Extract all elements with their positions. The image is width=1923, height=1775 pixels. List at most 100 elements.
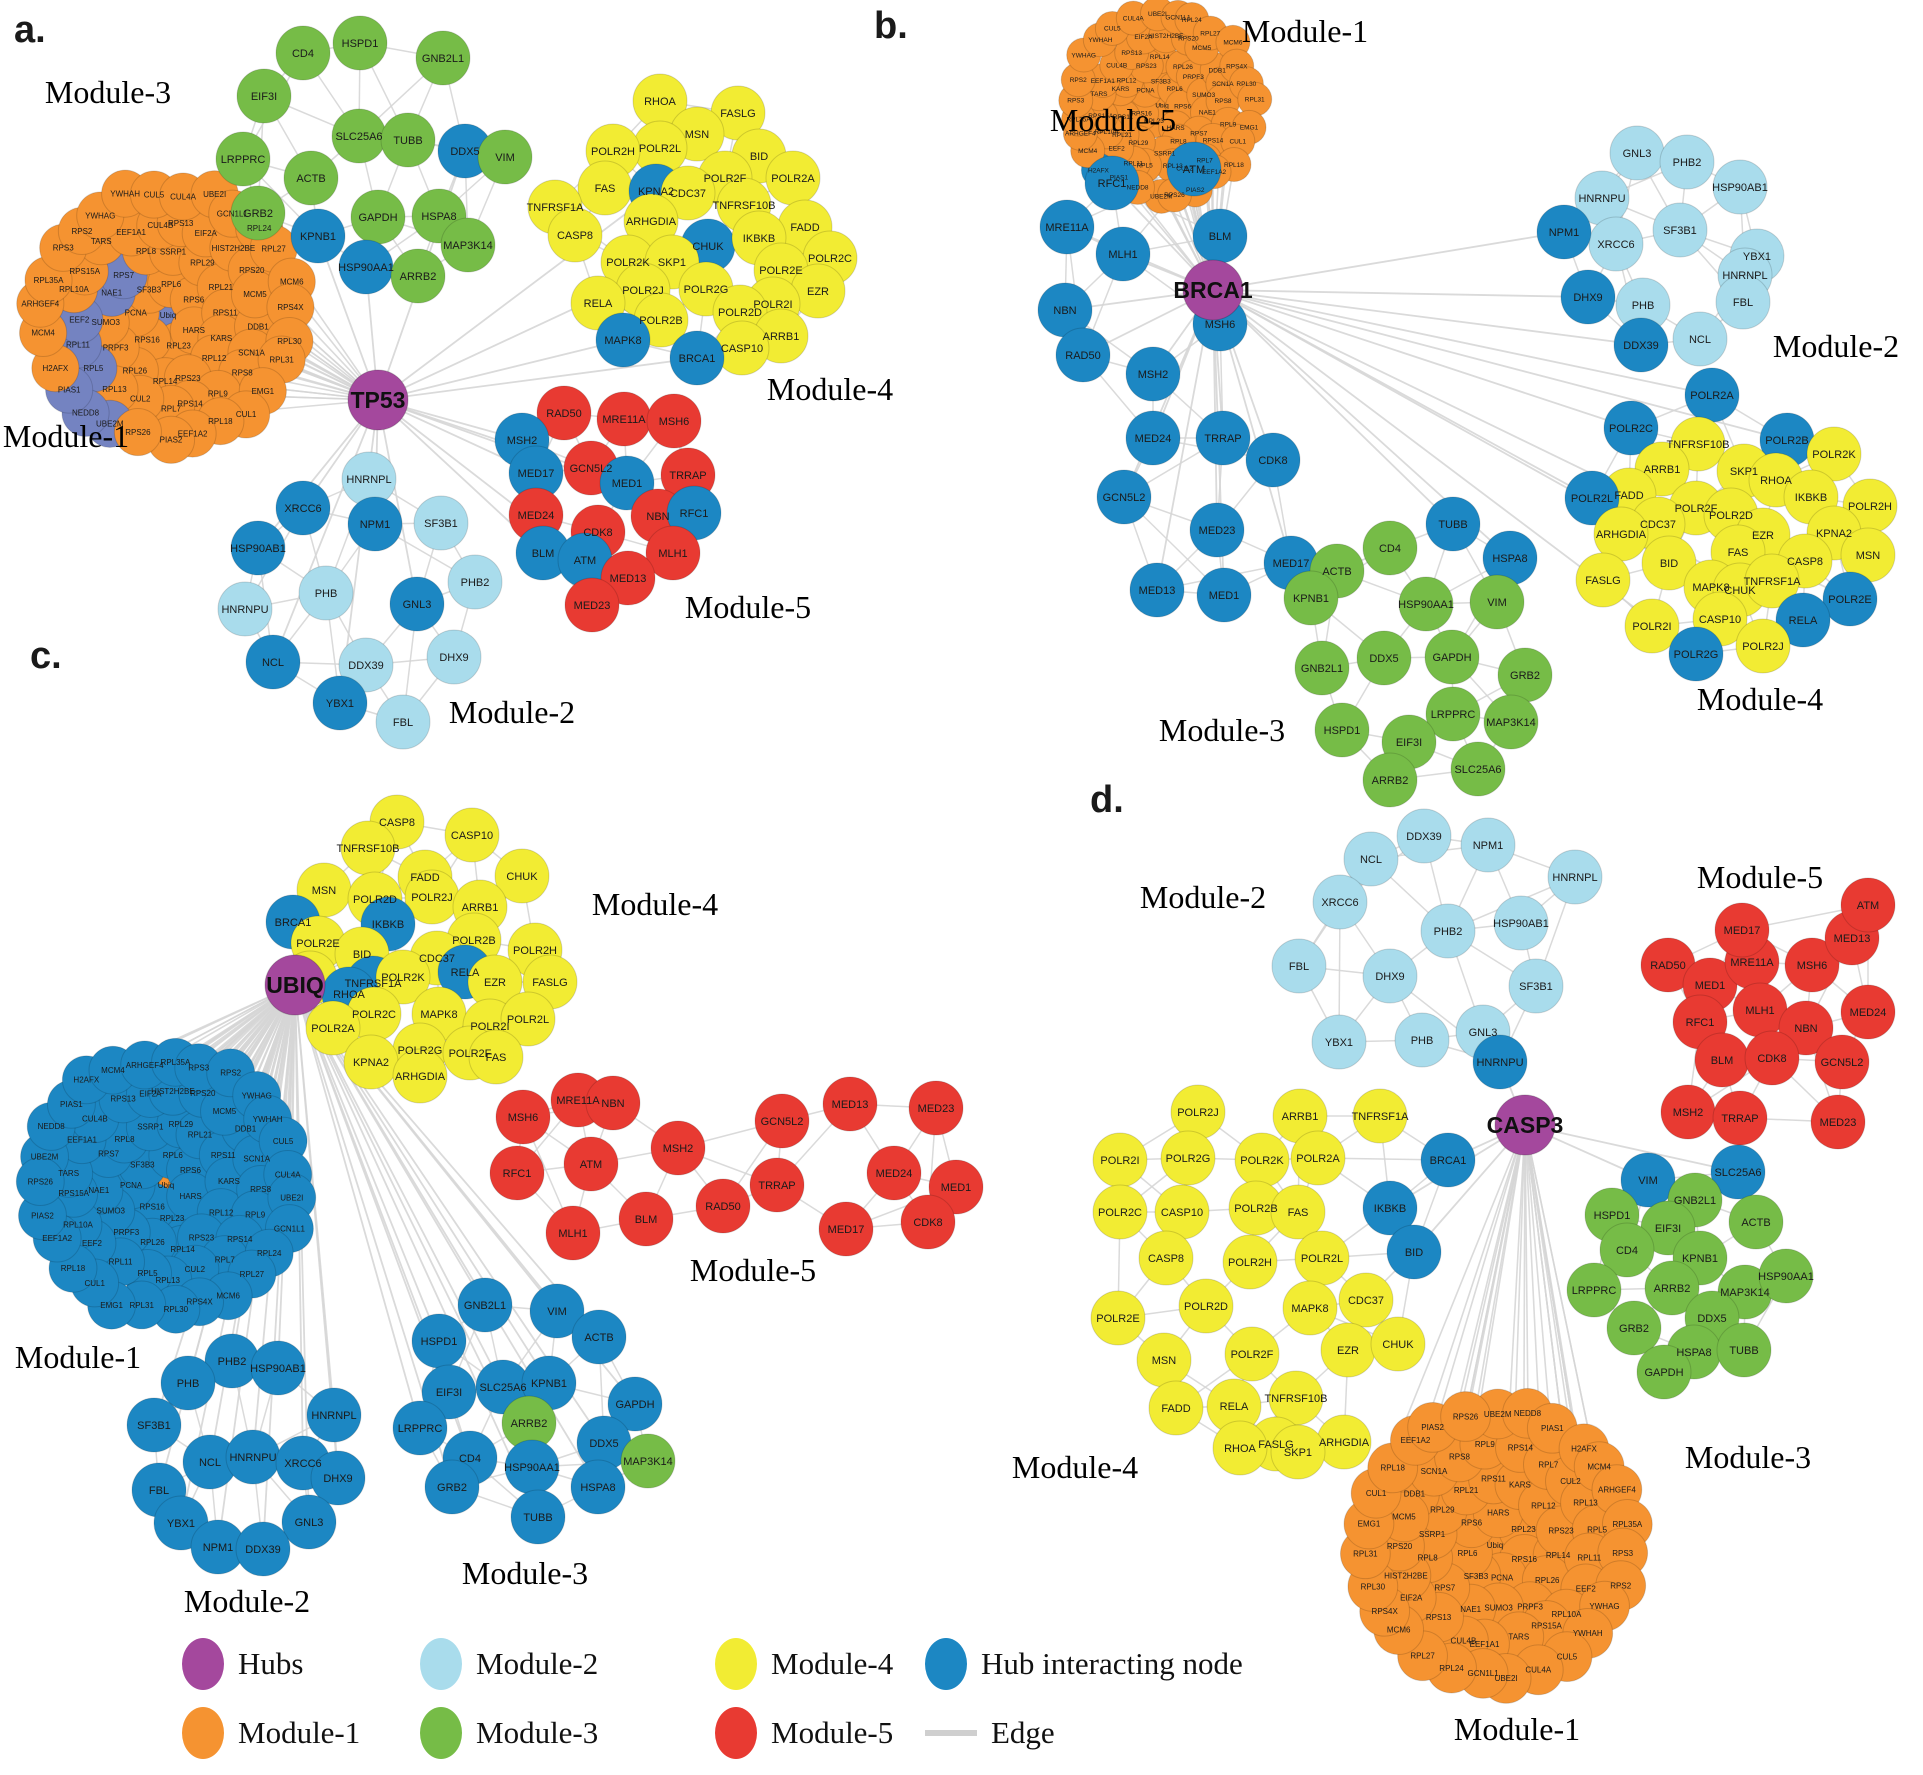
node-polr2e[interactable] bbox=[1822, 571, 1878, 627]
node-kpnb1[interactable] bbox=[290, 208, 346, 264]
node-phb[interactable] bbox=[1394, 1012, 1450, 1068]
node-hsp90ab1[interactable] bbox=[230, 520, 286, 576]
node-vim[interactable] bbox=[477, 129, 533, 185]
node-hsp90aa1[interactable] bbox=[1758, 1248, 1814, 1304]
node-dhx9[interactable] bbox=[1560, 269, 1616, 325]
node-kpnb1[interactable] bbox=[1283, 570, 1339, 626]
node-phb2[interactable] bbox=[1420, 903, 1476, 959]
node-med13[interactable] bbox=[822, 1076, 878, 1132]
node-msh6[interactable] bbox=[646, 393, 702, 449]
node-med17[interactable] bbox=[818, 1201, 874, 1257]
node-atm[interactable] bbox=[1166, 141, 1222, 197]
node-polr2a[interactable] bbox=[1290, 1130, 1346, 1186]
node-grb2[interactable] bbox=[424, 1459, 480, 1515]
node-tubb[interactable] bbox=[1716, 1322, 1772, 1378]
node-hnrnpl[interactable] bbox=[306, 1387, 362, 1443]
node-arrb2[interactable] bbox=[1362, 752, 1418, 808]
node-trrap[interactable] bbox=[1712, 1090, 1768, 1146]
node-hsp90ab1[interactable] bbox=[1493, 895, 1549, 951]
node-hnrnpu[interactable] bbox=[217, 581, 273, 637]
node-ddx39[interactable] bbox=[1613, 317, 1669, 373]
node-cdc37[interactable] bbox=[660, 165, 716, 221]
node-cdk8[interactable] bbox=[1744, 1030, 1800, 1086]
node-msh6[interactable] bbox=[495, 1089, 551, 1145]
node-fas[interactable] bbox=[468, 1029, 524, 1085]
node-slc25a6[interactable] bbox=[1450, 741, 1506, 797]
node-xrcc6[interactable] bbox=[1588, 216, 1644, 272]
node-polr2d[interactable] bbox=[1178, 1278, 1234, 1334]
node-polr2k[interactable] bbox=[375, 949, 431, 1005]
node-eif3i[interactable] bbox=[236, 68, 292, 124]
node-polr2j[interactable] bbox=[1735, 618, 1791, 674]
hub-tp53[interactable] bbox=[347, 369, 409, 431]
node-msh6[interactable] bbox=[1784, 937, 1840, 993]
node-blm[interactable] bbox=[618, 1191, 674, 1247]
node-polr2i[interactable] bbox=[1624, 598, 1680, 654]
node-cd4[interactable] bbox=[275, 25, 331, 81]
node-actb[interactable] bbox=[571, 1309, 627, 1365]
node-rps26[interactable] bbox=[113, 407, 162, 457]
node-gnl3[interactable] bbox=[389, 576, 445, 632]
node-fbl[interactable] bbox=[1715, 274, 1771, 330]
node-map3k14[interactable] bbox=[620, 1433, 676, 1489]
node-actb[interactable] bbox=[283, 150, 339, 206]
node-polr2a[interactable] bbox=[305, 1000, 361, 1056]
node-brca1[interactable] bbox=[1420, 1132, 1476, 1188]
node-hsp90ab1[interactable] bbox=[1712, 159, 1768, 215]
node-nbn[interactable] bbox=[585, 1075, 641, 1131]
node-xrcc6[interactable] bbox=[275, 480, 331, 536]
node-ikbkb[interactable] bbox=[1362, 1180, 1418, 1236]
node-ncl[interactable] bbox=[1343, 831, 1399, 887]
node-cdk8[interactable] bbox=[1245, 432, 1301, 488]
node-mlh1[interactable] bbox=[545, 1205, 601, 1261]
node-med23[interactable] bbox=[908, 1080, 964, 1136]
node-gapdh[interactable] bbox=[607, 1376, 663, 1432]
node-arrb2[interactable] bbox=[390, 248, 446, 304]
node-dhx9[interactable] bbox=[310, 1450, 366, 1506]
node-med24[interactable] bbox=[866, 1145, 922, 1201]
node-tubb[interactable] bbox=[380, 112, 436, 168]
node-med17[interactable] bbox=[1714, 902, 1770, 958]
node-polr2c[interactable] bbox=[1092, 1184, 1148, 1240]
hub-brca1[interactable] bbox=[1182, 259, 1244, 321]
node-polr2e[interactable] bbox=[1090, 1290, 1146, 1346]
node-fbl[interactable] bbox=[1271, 938, 1327, 994]
node-lrpprc[interactable] bbox=[215, 131, 271, 187]
node-chuk[interactable] bbox=[1370, 1316, 1426, 1372]
node-polr2f[interactable] bbox=[1224, 1326, 1280, 1382]
node-grb2[interactable] bbox=[230, 185, 286, 241]
node-lrpprc[interactable] bbox=[392, 1400, 448, 1456]
node-gcn5l2[interactable] bbox=[1096, 469, 1152, 525]
node-tubb[interactable] bbox=[1425, 496, 1481, 552]
node-polr2l[interactable] bbox=[1564, 470, 1620, 526]
node-gcn5l2[interactable] bbox=[754, 1093, 810, 1149]
node-ncl[interactable] bbox=[1672, 311, 1728, 367]
node-med24[interactable] bbox=[1840, 984, 1896, 1040]
node-phb[interactable] bbox=[298, 565, 354, 621]
node-dhx9[interactable] bbox=[426, 629, 482, 685]
node-mre11a[interactable] bbox=[1039, 199, 1095, 255]
node-rps26[interactable] bbox=[1440, 1391, 1491, 1442]
node-dhx9[interactable] bbox=[1362, 948, 1418, 1004]
node-ddx39[interactable] bbox=[235, 1521, 291, 1577]
node-atm[interactable] bbox=[1840, 877, 1896, 933]
node-hnrnpl[interactable] bbox=[1547, 849, 1603, 905]
node-ybx1[interactable] bbox=[1311, 1014, 1367, 1070]
node-bid[interactable] bbox=[1386, 1224, 1442, 1280]
node-eif3i[interactable] bbox=[421, 1364, 477, 1420]
node-polr2c[interactable] bbox=[1603, 400, 1659, 456]
node-tubb[interactable] bbox=[510, 1489, 566, 1545]
node-vim[interactable] bbox=[529, 1283, 585, 1339]
node-med23[interactable] bbox=[564, 577, 620, 633]
node-polr2l[interactable] bbox=[500, 991, 556, 1047]
node-casp10[interactable] bbox=[444, 807, 500, 863]
node-rad50[interactable] bbox=[536, 385, 592, 441]
node-hspd1[interactable] bbox=[332, 15, 388, 71]
node-sf3b1[interactable] bbox=[126, 1397, 182, 1453]
node-ncl[interactable] bbox=[245, 634, 301, 690]
node-mlh1[interactable] bbox=[1095, 226, 1151, 282]
node-cd4[interactable] bbox=[1362, 520, 1418, 576]
node-phb2[interactable] bbox=[447, 554, 503, 610]
node-lrpprc[interactable] bbox=[1425, 686, 1481, 742]
node-map3k14[interactable] bbox=[1483, 694, 1539, 750]
